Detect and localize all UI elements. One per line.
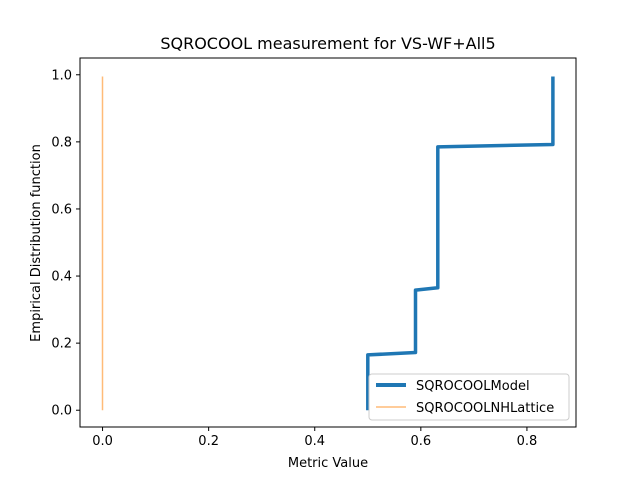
y-axis-ticks: 0.0 0.2 0.4 0.6 0.8 1.0 (51, 68, 80, 419)
x-tick-label: 0.6 (410, 434, 431, 449)
y-tick-label: 0.0 (51, 404, 72, 419)
series-lines (101, 76, 555, 411)
x-tick-label: 0.0 (92, 434, 113, 449)
y-tick-label: 0.4 (51, 270, 72, 285)
x-tick-label: 0.8 (517, 434, 538, 449)
y-tick-label: 1.0 (51, 68, 72, 83)
series-line-sqrocoolmodel (366, 76, 555, 411)
plot-area: 0.0 0.2 0.4 0.6 0.8 0.0 0.2 0.4 0.6 0.8 1.0 (51, 57, 577, 449)
y-tick-label: 0.6 (51, 202, 72, 217)
legend: SQROCOOLModel SQROCOOLNHLattice (368, 373, 570, 421)
x-tick-label: 0.4 (304, 434, 325, 449)
x-axis-ticks: 0.0 0.2 0.4 0.6 0.8 (92, 427, 537, 449)
y-tick-label: 0.8 (51, 135, 72, 150)
x-tick-label: 0.2 (198, 434, 219, 449)
legend-box (368, 373, 570, 421)
axes-frame (79, 57, 577, 428)
y-tick-label: 0.2 (51, 337, 72, 352)
legend-label-sqrocoolmodel: SQROCOOLModel (416, 379, 530, 394)
legend-label-sqrocoolnhlattice: SQROCOOLNHLattice (416, 401, 554, 416)
y-axis-label: Empirical Distribution function (29, 144, 44, 342)
chart-title: SQROCOOL measurement for VS-WF+All5 (160, 34, 495, 53)
x-axis-label: Metric Value (288, 456, 368, 471)
